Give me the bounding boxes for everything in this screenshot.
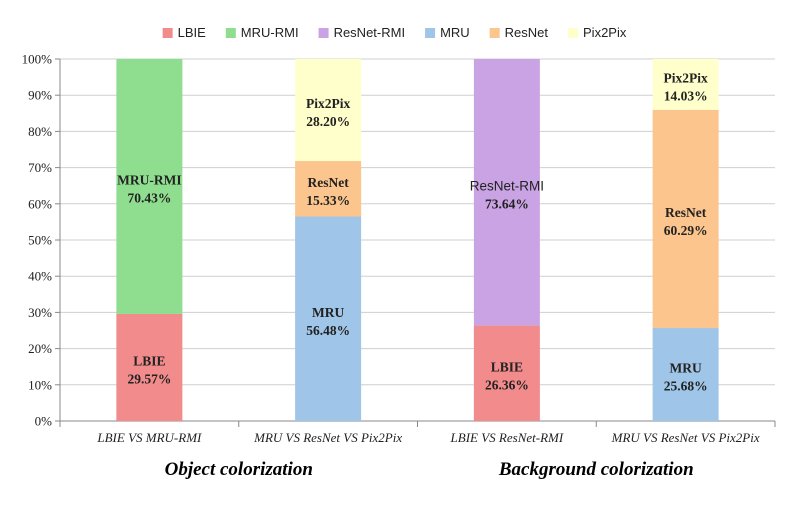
segment-name-label: MRU [312,305,344,320]
data-labels: LBIE 29.57% MRU-RMI 70.43% MRU 56.48% ResNet 15… [117,70,708,393]
y-tick-label: 80% [28,124,52,139]
legend-item-resnet: ResNet [489,25,549,40]
y-tick-label: 10% [28,377,52,392]
group-labels: Object colorization Background colorizati… [165,459,694,480]
legend: LBIE MRU-RMI ResNet-RMI MRU ResNet Pix2Pix [162,25,627,40]
segment-value-label: 14.03% [664,88,708,103]
segment-value-label: 56.48% [306,323,350,338]
segment-value-label: 25.68% [664,379,708,394]
bar-segment-lbie [116,313,183,421]
segment-value-label: 70.43% [127,190,171,205]
legend-swatch [425,28,436,38]
legend-label: MRU-RMI [241,25,299,40]
legend-item-resnet-rmi: ResNet-RMI [318,25,406,40]
x-category-label: LBIE VS MRU-RMI [96,430,202,445]
x-category-label: MRU VS ResNet VS Pix2Pix [253,430,402,445]
segment-value-label: 73.64% [485,196,529,211]
axes: 0% 10% 20% 30% 40% 50% 60% 70% 80% 90% 100% [22,52,776,429]
segment-name-label: ResNet [665,205,707,220]
segment-name-label: MRU [670,361,702,376]
segment-name-label: Pix2Pix [664,70,708,85]
legend-label: ResNet [505,25,549,40]
category-labels: LBIE VS MRU-RMI MRU VS ResNet VS Pix2Pix L… [96,430,759,445]
bar-segment-resnet [295,161,362,217]
y-tick-label: 60% [28,196,52,211]
legend-label: ResNet-RMI [334,25,406,40]
x-category-label: LBIE VS ResNet-RMI [450,430,564,445]
segment-name-label: LBIE [491,359,523,374]
bar-segment-mru [652,328,719,421]
segment-name-label: ResNet-RMI [470,178,544,193]
bars [116,58,719,421]
legend-swatch [568,28,579,38]
legend-item-mru: MRU [425,25,470,40]
y-tick-label: 30% [28,305,52,320]
bar-segment-pix2pix [295,58,362,162]
segment-name-label: LBIE [133,353,165,368]
bar-segment-mru [295,216,362,421]
legend-swatch [225,28,236,38]
segment-value-label: 15.33% [306,193,350,208]
y-tick-label: 20% [28,341,52,356]
y-tick-label: 0% [35,414,53,429]
segment-name-label: ResNet [308,175,350,190]
legend-item-pix2pix: Pix2Pix [568,25,627,40]
bar-segment-resnet [652,109,719,329]
segment-name-label: Pix2Pix [306,96,350,111]
segment-value-label: 28.20% [306,114,350,129]
legend-swatch [162,28,173,38]
group-label: Object colorization [165,459,313,480]
y-tick-label: 40% [28,269,52,284]
legend-swatch [318,28,329,38]
legend-label: Pix2Pix [583,25,627,40]
legend-swatch [489,28,500,38]
y-tick-label: 70% [28,160,52,175]
bar-segment-pix2pix [652,59,719,110]
segment-value-label: 29.57% [127,371,171,386]
y-tick-label: 50% [28,233,52,248]
legend-item-mru-rmi: MRU-RMI [225,25,299,40]
bar-segment-resnet-rmi [473,59,540,326]
segment-value-label: 26.36% [485,377,529,392]
segment-name-label: MRU-RMI [117,172,181,187]
y-tick-label: 100% [22,52,53,67]
bar-segment-lbie [473,325,540,421]
y-tick-label: 90% [28,88,52,103]
legend-item-lbie: LBIE [162,25,207,40]
bar-segment-mru-rmi [116,59,183,314]
legend-label: MRU [440,25,470,40]
segment-value-label: 60.29% [664,223,708,238]
legend-label: LBIE [178,25,207,40]
group-label: Background colorization [498,459,694,480]
x-category-label: MRU VS ResNet VS Pix2Pix [611,430,760,445]
